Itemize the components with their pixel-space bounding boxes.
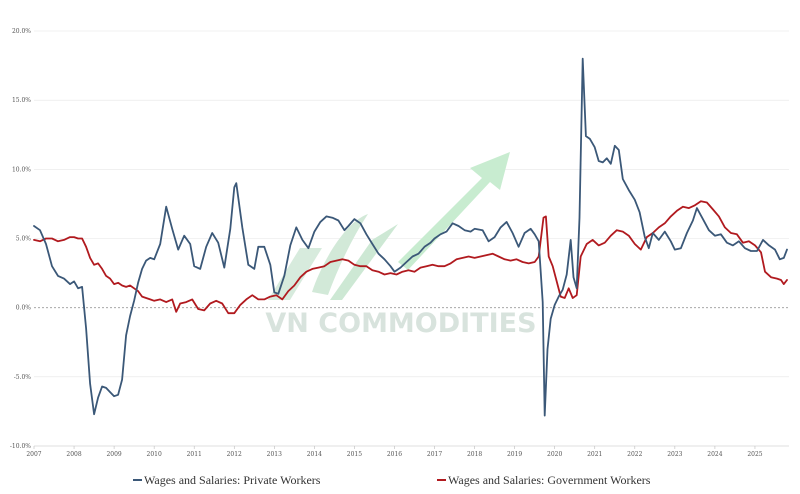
x-tick-label: 2012 xyxy=(227,451,242,458)
x-tick-label: 2025 xyxy=(747,451,762,458)
x-tick-label: 2019 xyxy=(507,451,522,458)
watermark-arrow xyxy=(398,152,510,270)
watermark-stroke xyxy=(330,224,398,300)
x-axis-ticks: 2007 2008 2009 2010 2011 2012 2013 2014 2015 2016… xyxy=(26,445,789,458)
x-tick-label: 2011 xyxy=(187,451,202,458)
x-tick-label: 2009 xyxy=(106,451,121,458)
watermark-leaf-mid xyxy=(312,214,368,295)
series-lines xyxy=(33,57,788,417)
y-tick-label: 5.0% xyxy=(16,236,32,243)
x-tick-label: 2023 xyxy=(667,451,682,458)
x-tick-label: 2017 xyxy=(427,451,442,458)
y-tick-label: -10.0% xyxy=(10,443,31,450)
y-tick-label: 10.0% xyxy=(12,166,31,173)
legend: Wages and Salaries: Private Workers Wages… xyxy=(133,473,651,487)
x-tick-label: 2022 xyxy=(627,451,642,458)
x-tick-label: 2008 xyxy=(66,451,81,458)
y-tick-label: -5.0% xyxy=(14,374,32,381)
legend-label: Wages and Salaries: Private Workers xyxy=(144,473,321,487)
x-tick-label: 2020 xyxy=(547,451,562,458)
x-tick-label: 2024 xyxy=(707,451,722,458)
watermark-logo: VN COMMODITIES xyxy=(265,152,537,339)
y-axis-ticks: 20.0% 15.0% 10.0% 5.0% 0.0% -5.0% -10.0% xyxy=(10,28,31,450)
watermark-text: VN COMMODITIES xyxy=(265,308,536,339)
y-tick-label: 20.0% xyxy=(12,28,31,35)
legend-label: Wages and Salaries: Government Workers xyxy=(448,473,651,487)
series-line-government-workers xyxy=(33,200,788,315)
x-tick-label: 2016 xyxy=(387,451,402,458)
x-tick-label: 2021 xyxy=(587,451,602,458)
series-line-private-workers xyxy=(33,57,788,417)
x-tick-label: 2013 xyxy=(267,451,282,458)
y-tick-label: 0.0% xyxy=(16,305,32,312)
x-tick-label: 2015 xyxy=(347,451,362,458)
x-tick-label: 2014 xyxy=(307,451,322,458)
x-tick-label: 2007 xyxy=(26,451,41,458)
x-tick-label: 2018 xyxy=(467,451,482,458)
x-tick-label: 2010 xyxy=(147,451,162,458)
y-tick-label: 15.0% xyxy=(12,97,31,104)
grid-lines xyxy=(34,30,789,447)
